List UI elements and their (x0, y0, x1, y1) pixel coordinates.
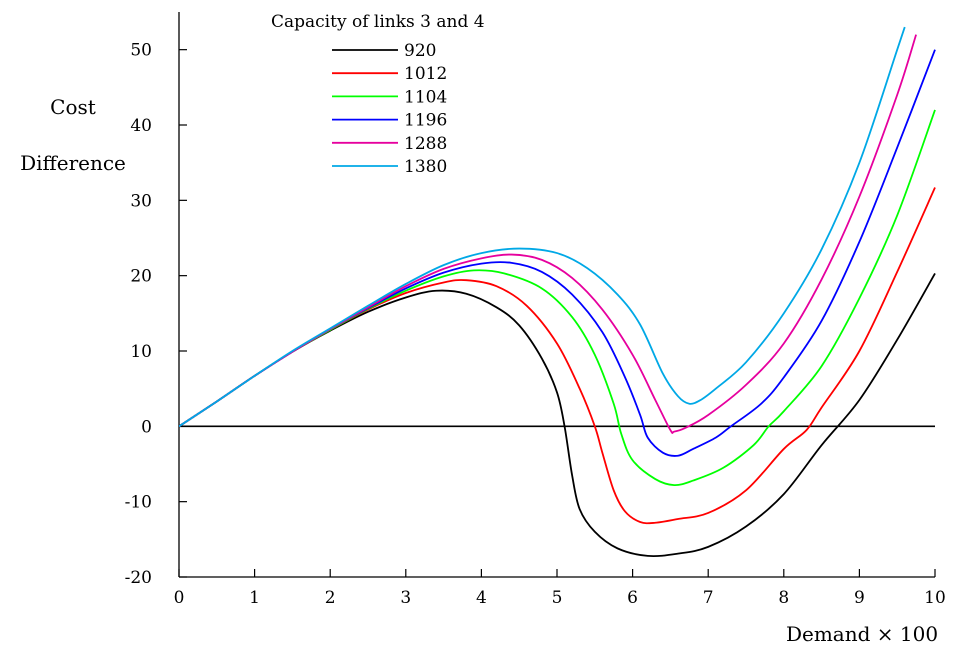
series-line-1288 (179, 34, 917, 434)
y-tick-label: -10 (125, 493, 152, 513)
x-tick-label: 10 (924, 588, 946, 608)
x-tick-label: 6 (627, 588, 638, 608)
x-tick-label: 8 (778, 588, 789, 608)
series-lines (179, 26, 936, 558)
y-axis-title-line2: Difference (20, 151, 126, 175)
legend-label-1012: 1012 (404, 64, 447, 84)
x-tick-label: 1 (249, 588, 260, 608)
legend-title: Capacity of links 3 and 4 (271, 12, 485, 32)
y-tick-label: 30 (130, 191, 152, 211)
legend-label-1104: 1104 (404, 87, 447, 107)
x-tick-label: 2 (325, 588, 336, 608)
series-line-1380 (179, 26, 906, 428)
y-tick-label: 40 (130, 116, 152, 136)
x-tick-label: 3 (400, 588, 411, 608)
x-ticks: 0 1 2 3 4 5 6 7 8 9 10 (174, 569, 946, 608)
series-line-920 (179, 272, 936, 558)
x-tick-label: 0 (174, 588, 185, 608)
legend-label-1196: 1196 (404, 111, 447, 131)
x-tick-label: 5 (552, 588, 563, 608)
y-axis-title-line1: Cost (50, 95, 96, 119)
x-tick-label: 7 (703, 588, 714, 608)
x-tick-label: 9 (854, 588, 865, 608)
legend-label-920: 920 (404, 41, 436, 61)
y-tick-label: 10 (130, 342, 152, 362)
x-axis-title: Demand × 100 (786, 622, 938, 646)
y-tick-label: -20 (125, 568, 152, 588)
legend-label-1380: 1380 (404, 157, 447, 177)
y-tick-label: 50 (130, 41, 152, 61)
series-line-1104 (179, 109, 936, 486)
legend-label-1288: 1288 (404, 134, 447, 154)
y-tick-label: 20 (130, 267, 152, 287)
axes (178, 12, 935, 578)
legend: Capacity of links 3 and 4 920 1012 1104 119… (271, 12, 485, 177)
y-tick-label: 0 (141, 417, 152, 437)
x-tick-label: 4 (476, 588, 487, 608)
series-line-1012 (179, 187, 936, 525)
y-ticks: -20 -10 0 10 20 30 40 50 (125, 41, 187, 588)
